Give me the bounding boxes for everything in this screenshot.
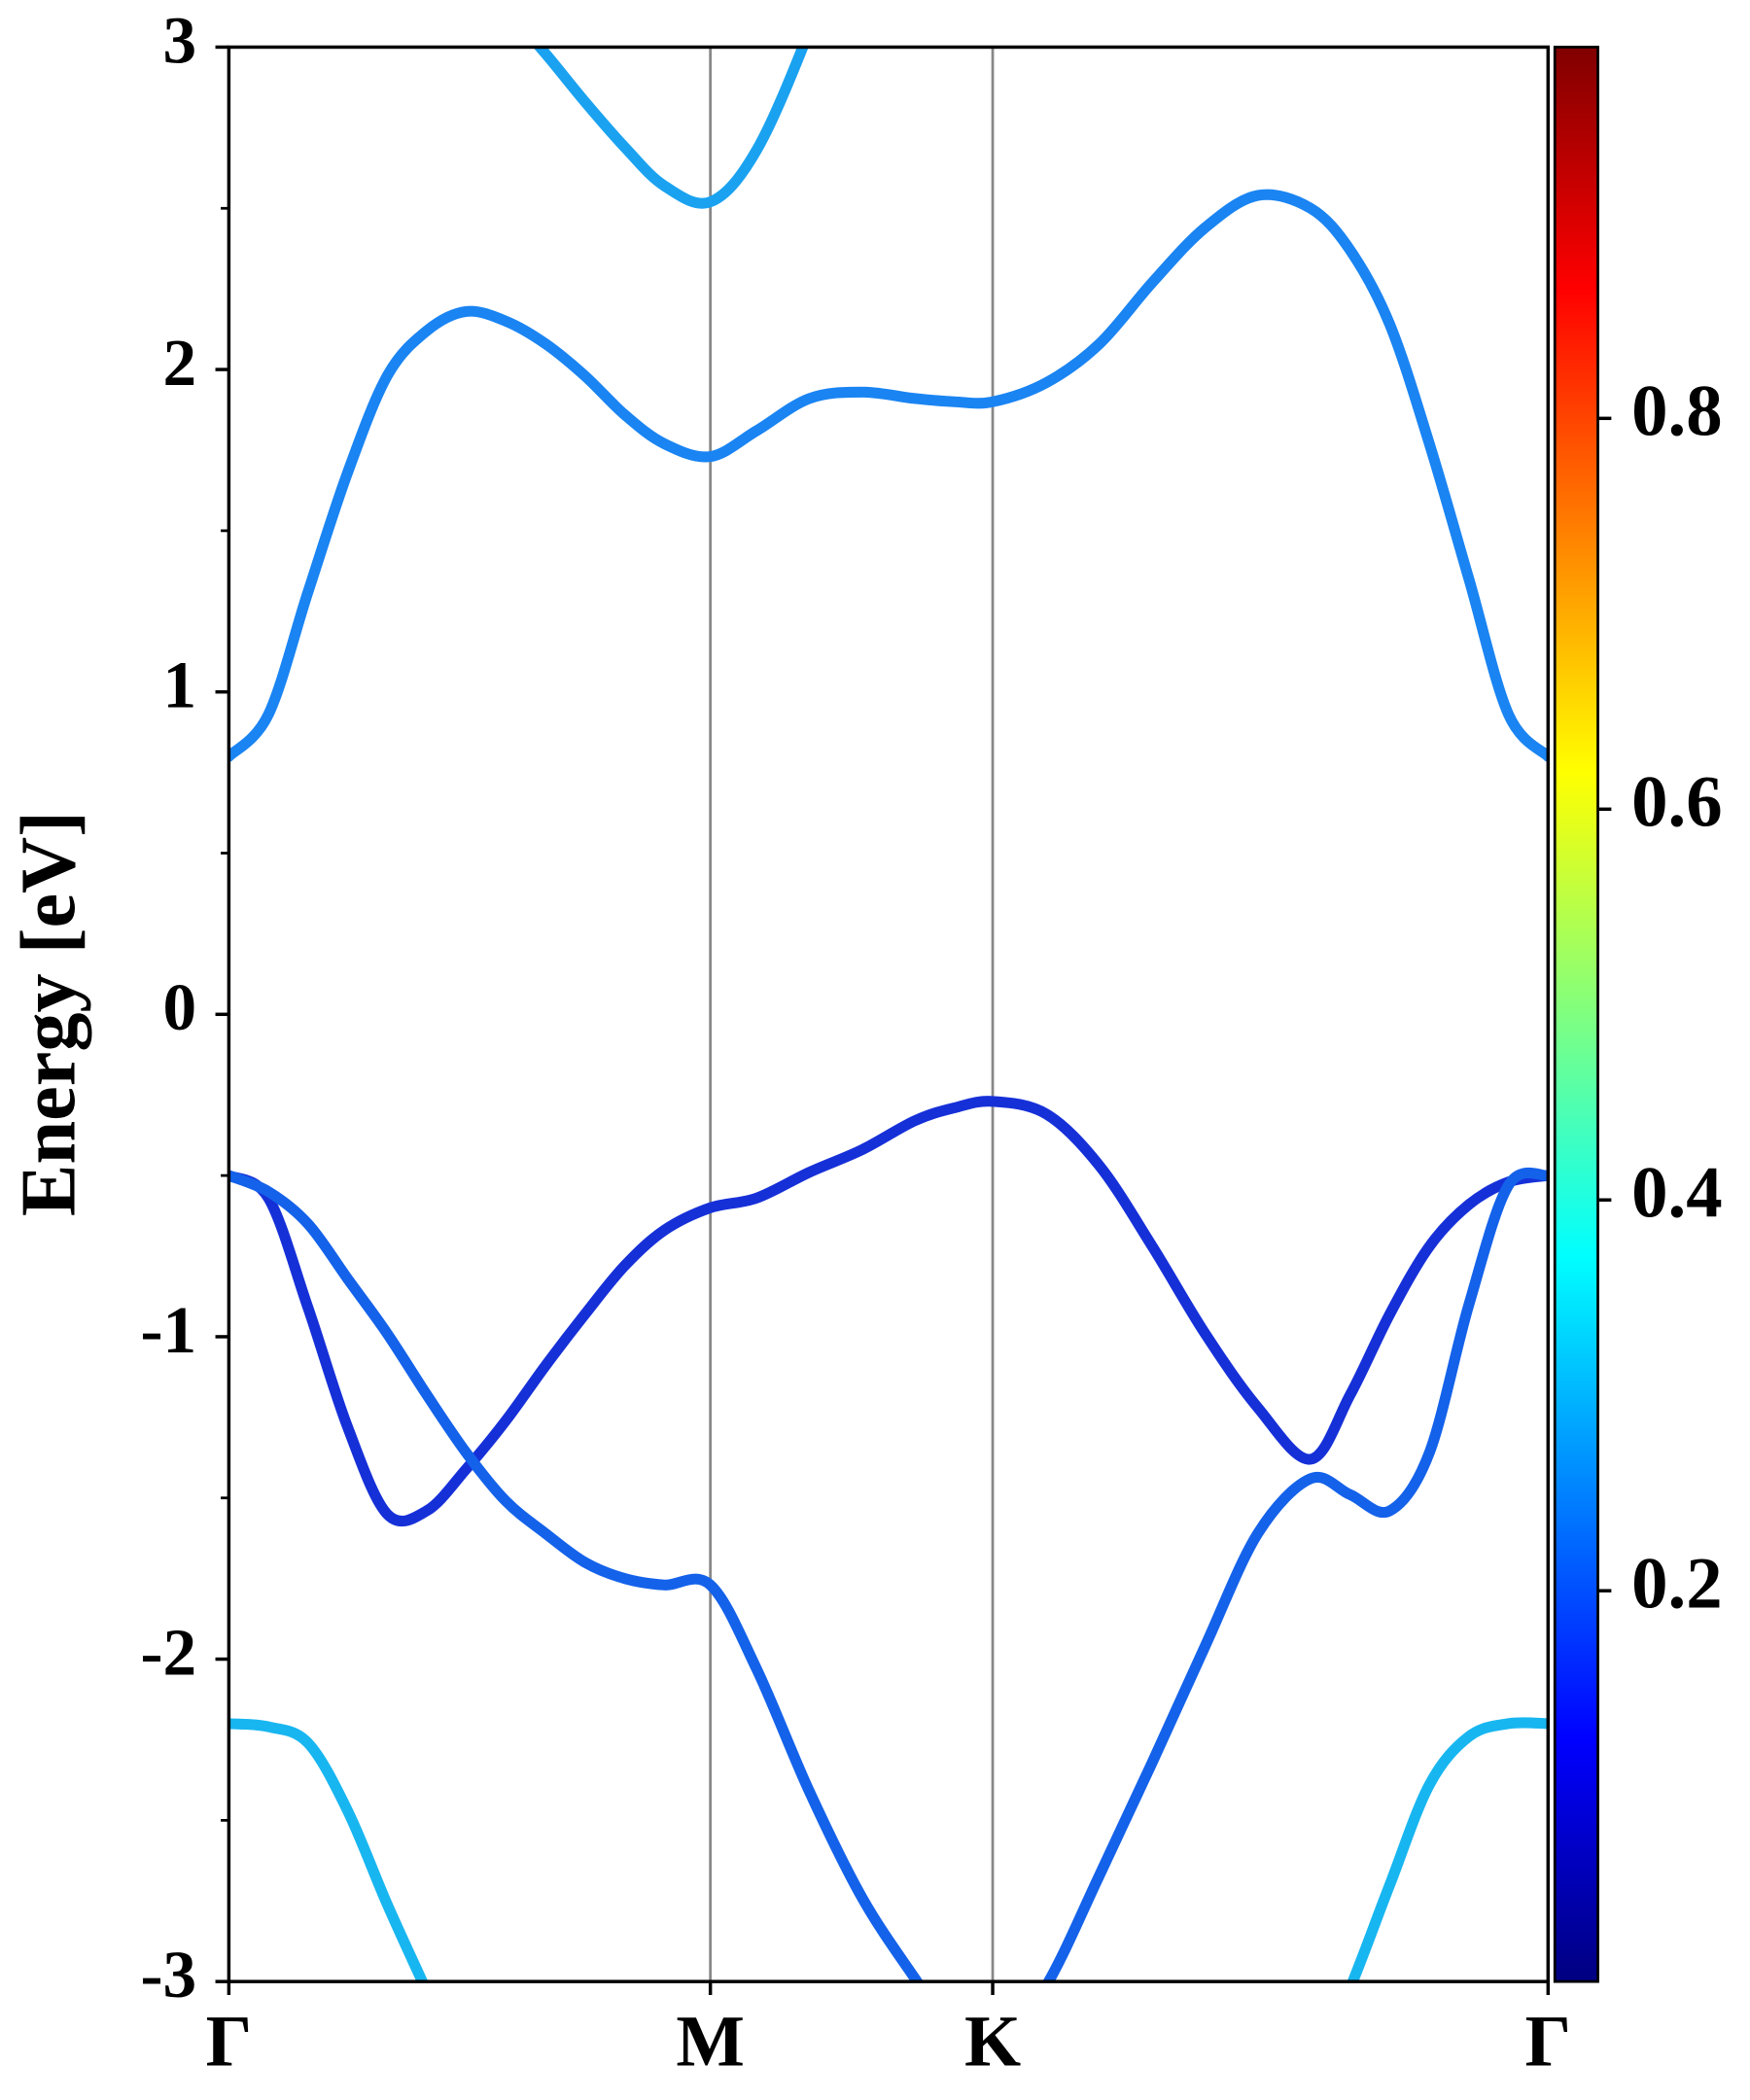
colorbar <box>1553 46 1599 1983</box>
y-tick-label: -1 <box>140 1292 196 1367</box>
band-line <box>228 1717 1549 1982</box>
y-axis-label: Energy [eV] <box>6 811 92 1216</box>
y-tick-label: 1 <box>163 648 197 722</box>
y-tick-label: 3 <box>163 2 197 77</box>
y-tick-label: -3 <box>140 1937 196 2012</box>
x-tick-label: M <box>676 2002 745 2082</box>
y-tick-label: -2 <box>140 1614 196 1689</box>
band-line <box>228 1167 1549 1982</box>
bands <box>228 47 1549 1982</box>
colorbar-tick-label: 0.6 <box>1631 761 1722 842</box>
band-line <box>228 189 1549 762</box>
colorbar-tick-label: 0.2 <box>1631 1543 1722 1624</box>
x-tick-label: Γ <box>1525 2002 1572 2082</box>
y-tick-label: 2 <box>163 325 197 400</box>
band-line <box>533 47 809 209</box>
colorbar-tick-label: 0.8 <box>1631 370 1722 451</box>
x-tick-label: K <box>964 2002 1021 2082</box>
band-line <box>228 1096 1549 1527</box>
y-tick-label: 0 <box>163 969 197 1044</box>
colorbar-tick-label: 0.4 <box>1631 1152 1722 1233</box>
x-tick-label: Γ <box>206 2002 253 2082</box>
